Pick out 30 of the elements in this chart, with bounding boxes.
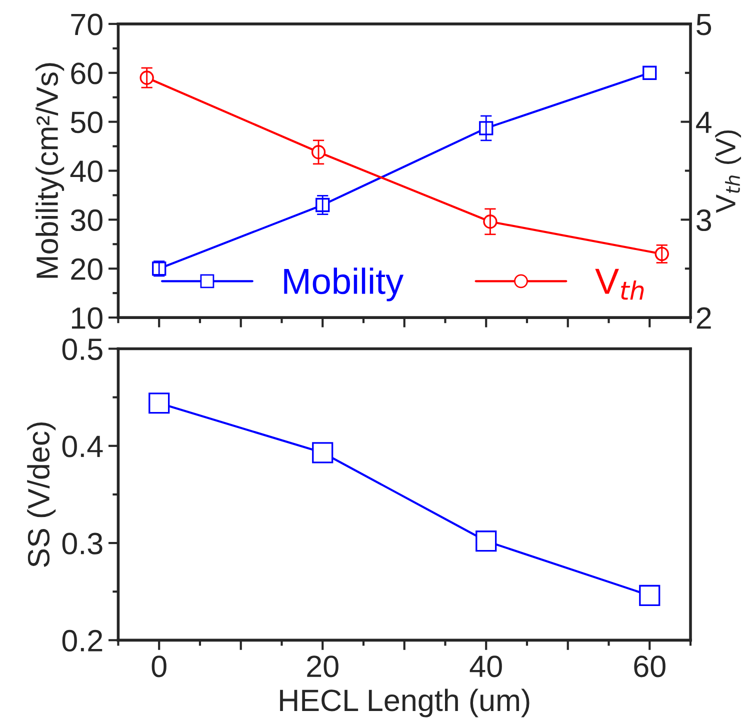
y-tick-label: 20 [71, 258, 102, 280]
point [639, 584, 660, 606]
y-tick-label: 30 [70, 209, 102, 232]
point [642, 66, 657, 80]
y2-tick-label: 4 [696, 112, 712, 133]
y-tick-label: 40 [70, 160, 102, 182]
y-tick-label: 0.3 [62, 532, 102, 554]
y2-tick-label: 5 [696, 14, 712, 36]
y-axis-title: Mobility(cm²/Vs) [36, 63, 64, 278]
legend-label: Mobility [284, 268, 404, 302]
y-axis-title: SS (V/dec) [27, 422, 56, 567]
x-tick-label: 20 [307, 656, 338, 678]
y-tick-label: 50 [70, 112, 102, 134]
point [312, 442, 334, 464]
legend-label: V$_{th}$ [595, 268, 644, 300]
point [148, 392, 170, 414]
x-tick-label: 60 [634, 656, 666, 678]
y-tick-label: 10 [72, 307, 102, 329]
x-axis-title: HECL Length (um) [280, 688, 530, 718]
y-tick-label: 60 [71, 62, 102, 84]
y-tick-label: 0.5 [62, 338, 102, 360]
x-tick-label: 40 [470, 656, 502, 678]
y2-axis-title: V$_{th}$ (V) [715, 130, 742, 213]
x-tick-label: 0 [152, 656, 166, 678]
y2-tick-label: 2 [696, 307, 711, 329]
y-tick-label: 70 [71, 14, 102, 36]
point [476, 530, 497, 552]
y2-tick-label: 3 [696, 209, 712, 232]
y-tick-label: 0.4 [62, 436, 103, 458]
y-tick-label: 0.2 [62, 630, 102, 652]
